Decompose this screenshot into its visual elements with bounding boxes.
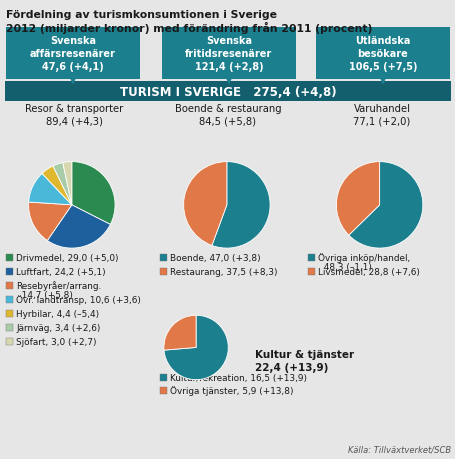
Wedge shape — [63, 162, 72, 206]
Wedge shape — [183, 162, 227, 246]
FancyBboxPatch shape — [6, 269, 13, 275]
Text: Boende & restaurang
84,5 (+5,8): Boende & restaurang 84,5 (+5,8) — [174, 104, 281, 126]
Text: Hyrbilar, 4,4 (–5,4): Hyrbilar, 4,4 (–5,4) — [16, 309, 99, 318]
Text: Kultur/rekreation, 16,5 (+13,9): Kultur/rekreation, 16,5 (+13,9) — [170, 373, 306, 382]
Text: Varuhandel
77,1 (+2,0): Varuhandel 77,1 (+2,0) — [353, 104, 410, 126]
Text: Sjöfart, 3,0 (+2,7): Sjöfart, 3,0 (+2,7) — [16, 337, 96, 346]
Text: 2012 (miljarder kronor) med förändring från 2011 (procent): 2012 (miljarder kronor) med förändring f… — [6, 22, 372, 34]
FancyBboxPatch shape — [6, 28, 140, 80]
Text: 48,3 (–1,1): 48,3 (–1,1) — [317, 263, 371, 272]
Text: Källa: Tillväxtverket/SCB: Källa: Tillväxtverket/SCB — [347, 445, 450, 454]
Wedge shape — [348, 162, 422, 248]
Text: Luftfart, 24,2 (+5,1): Luftfart, 24,2 (+5,1) — [16, 268, 106, 276]
Text: Övriga inköp/handel,: Övriga inköp/handel, — [317, 253, 410, 263]
Wedge shape — [53, 163, 72, 206]
FancyBboxPatch shape — [5, 82, 450, 102]
FancyBboxPatch shape — [160, 374, 167, 381]
Wedge shape — [71, 162, 115, 225]
FancyBboxPatch shape — [6, 297, 13, 303]
FancyBboxPatch shape — [160, 387, 167, 394]
Text: Resor & transporter
89,4 (+4,3): Resor & transporter 89,4 (+4,3) — [25, 104, 123, 126]
Wedge shape — [163, 316, 196, 350]
FancyBboxPatch shape — [307, 254, 314, 262]
Text: Järnväg, 3,4 (+2,6): Järnväg, 3,4 (+2,6) — [16, 323, 100, 332]
Text: Livsmedel, 28,8 (+7,6): Livsmedel, 28,8 (+7,6) — [317, 268, 419, 276]
Text: Resebyråer/arrang.: Resebyråer/arrang. — [16, 281, 101, 291]
Text: Boende, 47,0 (+3,8): Boende, 47,0 (+3,8) — [170, 253, 260, 263]
Wedge shape — [42, 167, 72, 206]
FancyBboxPatch shape — [162, 28, 295, 80]
Text: Övriga tjänster, 5,9 (+13,8): Övriga tjänster, 5,9 (+13,8) — [170, 386, 293, 396]
Wedge shape — [212, 162, 269, 248]
FancyBboxPatch shape — [160, 269, 167, 275]
Wedge shape — [29, 174, 72, 206]
Text: Fördelning av turismkonsumtionen i Sverige: Fördelning av turismkonsumtionen i Sveri… — [6, 10, 276, 20]
Wedge shape — [336, 162, 379, 235]
FancyBboxPatch shape — [315, 28, 449, 80]
Text: Övr. landtransp, 10,6 (+3,6): Övr. landtransp, 10,6 (+3,6) — [16, 295, 141, 305]
FancyBboxPatch shape — [160, 254, 167, 262]
Text: Utländska
besökare
106,5 (+7,5): Utländska besökare 106,5 (+7,5) — [348, 36, 416, 72]
Wedge shape — [164, 316, 228, 380]
Wedge shape — [29, 202, 72, 241]
FancyBboxPatch shape — [6, 282, 13, 289]
FancyBboxPatch shape — [307, 269, 314, 275]
FancyBboxPatch shape — [6, 310, 13, 317]
Text: Drivmedel, 29,0 (+5,0): Drivmedel, 29,0 (+5,0) — [16, 253, 118, 263]
Wedge shape — [47, 206, 110, 248]
Text: TURISM I SVERIGE   275,4 (+4,8): TURISM I SVERIGE 275,4 (+4,8) — [119, 85, 336, 98]
Text: Restaurang, 37,5 (+8,3): Restaurang, 37,5 (+8,3) — [170, 268, 277, 276]
FancyBboxPatch shape — [6, 325, 13, 331]
Text: 14,7 (+5,8): 14,7 (+5,8) — [16, 291, 73, 299]
FancyBboxPatch shape — [6, 254, 13, 262]
FancyBboxPatch shape — [6, 338, 13, 345]
Text: Svenska
affärsresenärer
47,6 (+4,1): Svenska affärsresenärer 47,6 (+4,1) — [30, 36, 116, 72]
Text: Svenska
fritidsresenärer
121,4 (+2,8): Svenska fritidsresenärer 121,4 (+2,8) — [185, 36, 272, 72]
Text: Kultur & tjänster
22,4 (+13,9): Kultur & tjänster 22,4 (+13,9) — [254, 349, 354, 372]
